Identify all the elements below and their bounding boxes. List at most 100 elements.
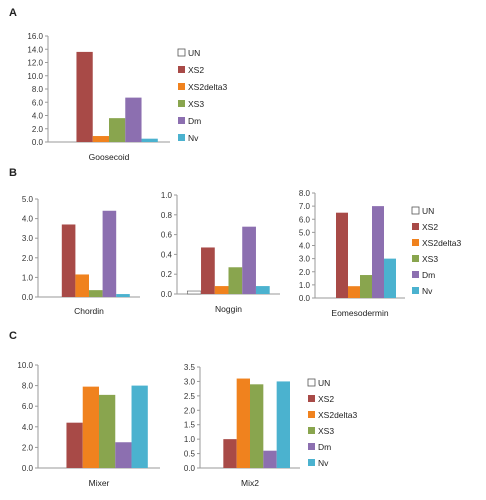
y-tick-label: 16.0 bbox=[27, 32, 43, 41]
y-tick-label: 2.0 bbox=[22, 254, 34, 263]
bar-dm bbox=[263, 450, 277, 468]
legend-label-xs3: XS3 bbox=[318, 426, 334, 436]
legend-label-xs3: XS3 bbox=[422, 254, 438, 264]
eomesodermin-chart: 0.0 1.0 2.0 3.0 4.0 5.0 6.0 7.0 8.0 Eomesodermin U… bbox=[299, 189, 462, 318]
legend-swatch-xs3 bbox=[308, 427, 315, 434]
legend-swatch-un bbox=[307, 378, 316, 387]
legend-label-xs3: XS3 bbox=[188, 99, 204, 109]
bar-xs2 bbox=[223, 439, 237, 468]
y-tick-label: 3.0 bbox=[299, 255, 311, 264]
bar-dm bbox=[125, 97, 142, 142]
mix2-chart: 0.0 0.5 1.0 1.5 2.0 2.5 3.0 3.5 Mix2 UN XS2 XS2delt… bbox=[184, 363, 358, 488]
y-tick-label: 0.8 bbox=[161, 211, 173, 220]
legend-label-xs2: XS2 bbox=[188, 65, 204, 75]
legend-swatch-xs3 bbox=[178, 100, 185, 107]
legend-label-un: UN bbox=[422, 206, 434, 216]
legend-swatch-xs3 bbox=[412, 255, 419, 262]
y-tick-label: 12.0 bbox=[27, 59, 43, 68]
y-tick-label: 0.0 bbox=[22, 464, 34, 473]
y-tick-label: 2.5 bbox=[184, 392, 196, 401]
x-category-label: Goosecoid bbox=[89, 152, 130, 162]
y-tick-label: 5.0 bbox=[22, 195, 34, 204]
y-tick-label: 2.0 bbox=[22, 443, 34, 452]
bar-xs2delta3 bbox=[75, 274, 89, 297]
legend: UN XS2 XS2delta3 XS3 Dm Nv bbox=[411, 206, 461, 296]
y-tick-label: 1.5 bbox=[184, 421, 196, 430]
legend-swatch-xs2delta3 bbox=[308, 411, 315, 418]
legend-label-un: UN bbox=[188, 48, 200, 58]
bar-dm bbox=[115, 442, 132, 468]
x-category-label: Noggin bbox=[215, 304, 242, 314]
y-tick-label: 1.0 bbox=[184, 435, 196, 444]
legend-swatch-xs2 bbox=[308, 395, 315, 402]
bar-dm bbox=[372, 206, 384, 298]
chordin-chart: 0.0 1.0 2.0 3.0 4.0 5.0 Chordin bbox=[22, 195, 140, 316]
legend-label-nv: Nv bbox=[318, 458, 329, 468]
noggin-chart: 0.0 0.2 0.4 0.6 0.8 1.0 Noggin bbox=[161, 191, 280, 314]
y-tick-label: 5.0 bbox=[299, 228, 311, 237]
bar-xs3 bbox=[228, 267, 243, 294]
y-tick-label: 0.0 bbox=[184, 464, 196, 473]
legend-swatch-dm bbox=[178, 117, 185, 124]
y-tick-label: 0.4 bbox=[161, 250, 173, 259]
bar-xs3 bbox=[99, 394, 116, 468]
y-tick-label: 0.0 bbox=[32, 138, 44, 147]
y-tick-label: 0.5 bbox=[184, 450, 196, 459]
y-tick-label: 10.0 bbox=[17, 361, 33, 370]
legend-swatch-xs2delta3 bbox=[178, 83, 185, 90]
legend-label-dm: Dm bbox=[422, 270, 435, 280]
bar-xs3 bbox=[89, 290, 103, 297]
panel-label-b: B bbox=[9, 167, 17, 179]
y-tick-label: 0.0 bbox=[161, 290, 173, 299]
y-tick-label: 2.0 bbox=[184, 406, 196, 415]
bar-dm bbox=[242, 226, 256, 294]
legend-label-un: UN bbox=[318, 378, 330, 388]
x-category-label: Mix2 bbox=[241, 478, 259, 488]
bar-xs2 bbox=[61, 224, 76, 297]
bar-nv bbox=[384, 258, 396, 298]
bar-xs2delta3 bbox=[214, 286, 229, 294]
y-tick-label: 3.0 bbox=[184, 377, 196, 386]
bar-xs2 bbox=[66, 422, 83, 468]
y-tick-label: 1.0 bbox=[161, 191, 173, 200]
legend-label-xs2: XS2 bbox=[318, 394, 334, 404]
legend-label-nv: Nv bbox=[422, 286, 433, 296]
y-tick-label: 4.0 bbox=[32, 112, 44, 121]
y-tick-label: 4.0 bbox=[22, 423, 34, 432]
y-tick-label: 7.0 bbox=[299, 202, 311, 211]
x-category-label: Eomesodermin bbox=[331, 308, 388, 318]
bar-xs2delta3 bbox=[82, 386, 99, 468]
legend-label-xs2delta3: XS2delta3 bbox=[188, 82, 227, 92]
bar-xs2 bbox=[201, 247, 215, 294]
legend-label-xs2: XS2 bbox=[422, 222, 438, 232]
bar-xs2delta3 bbox=[236, 378, 250, 468]
bar-nv bbox=[276, 381, 290, 468]
y-tick-label: 3.5 bbox=[184, 363, 196, 372]
bar-xs2 bbox=[76, 51, 93, 142]
y-tick-label: 8.0 bbox=[299, 189, 311, 198]
bar-nv bbox=[255, 286, 270, 294]
bar-xs3 bbox=[250, 384, 264, 468]
y-tick-label: 0.2 bbox=[161, 270, 173, 279]
legend-swatch-xs2delta3 bbox=[412, 239, 419, 246]
legend-swatch-xs2 bbox=[412, 223, 419, 230]
panel-label-c: C bbox=[9, 330, 17, 342]
legend: UN XS2 XS2delta3 XS3 Dm Nv bbox=[307, 378, 357, 468]
legend-swatch-nv bbox=[412, 287, 419, 294]
legend-label-dm: Dm bbox=[188, 116, 201, 126]
bar-xs2 bbox=[336, 212, 348, 298]
legend-swatch-nv bbox=[178, 134, 185, 141]
y-tick-label: 1.0 bbox=[22, 273, 34, 282]
legend-swatch-nv bbox=[308, 459, 315, 466]
bar-dm bbox=[102, 210, 117, 297]
legend-swatch-dm bbox=[308, 443, 315, 450]
bar-xs3 bbox=[109, 118, 126, 142]
legend: UN XS2 XS2delta3 XS3 Dm Nv bbox=[177, 48, 227, 143]
bar-un bbox=[187, 290, 202, 295]
bar-xs3 bbox=[360, 275, 372, 298]
bar-nv bbox=[116, 294, 130, 297]
legend-swatch-xs2 bbox=[178, 66, 185, 73]
x-category-label: Mixer bbox=[89, 478, 110, 488]
y-tick-label: 2.0 bbox=[32, 125, 44, 134]
